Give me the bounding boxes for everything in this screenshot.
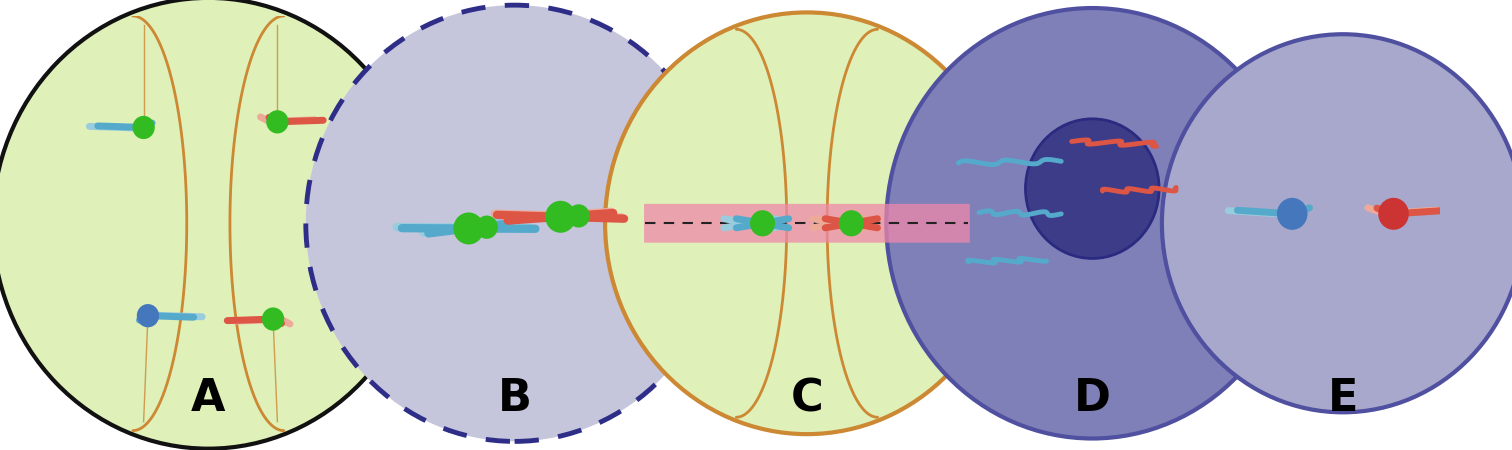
Text: E: E [1328, 377, 1358, 420]
FancyBboxPatch shape [644, 204, 969, 243]
Ellipse shape [133, 116, 154, 139]
Ellipse shape [1025, 119, 1160, 258]
Ellipse shape [1379, 198, 1409, 230]
Text: B: B [497, 377, 532, 420]
Ellipse shape [266, 110, 289, 134]
Ellipse shape [0, 0, 423, 449]
Ellipse shape [605, 13, 1009, 434]
Ellipse shape [136, 304, 159, 327]
Ellipse shape [750, 210, 776, 236]
Text: A: A [191, 377, 225, 420]
Ellipse shape [454, 212, 484, 244]
Ellipse shape [1161, 34, 1512, 412]
Ellipse shape [567, 204, 590, 228]
Ellipse shape [305, 5, 723, 441]
Ellipse shape [546, 201, 576, 233]
Ellipse shape [1276, 198, 1308, 230]
Text: C: C [791, 377, 824, 420]
Ellipse shape [476, 216, 497, 239]
Ellipse shape [886, 8, 1299, 438]
Ellipse shape [262, 307, 284, 331]
Text: D: D [1074, 377, 1111, 420]
Ellipse shape [839, 210, 863, 236]
